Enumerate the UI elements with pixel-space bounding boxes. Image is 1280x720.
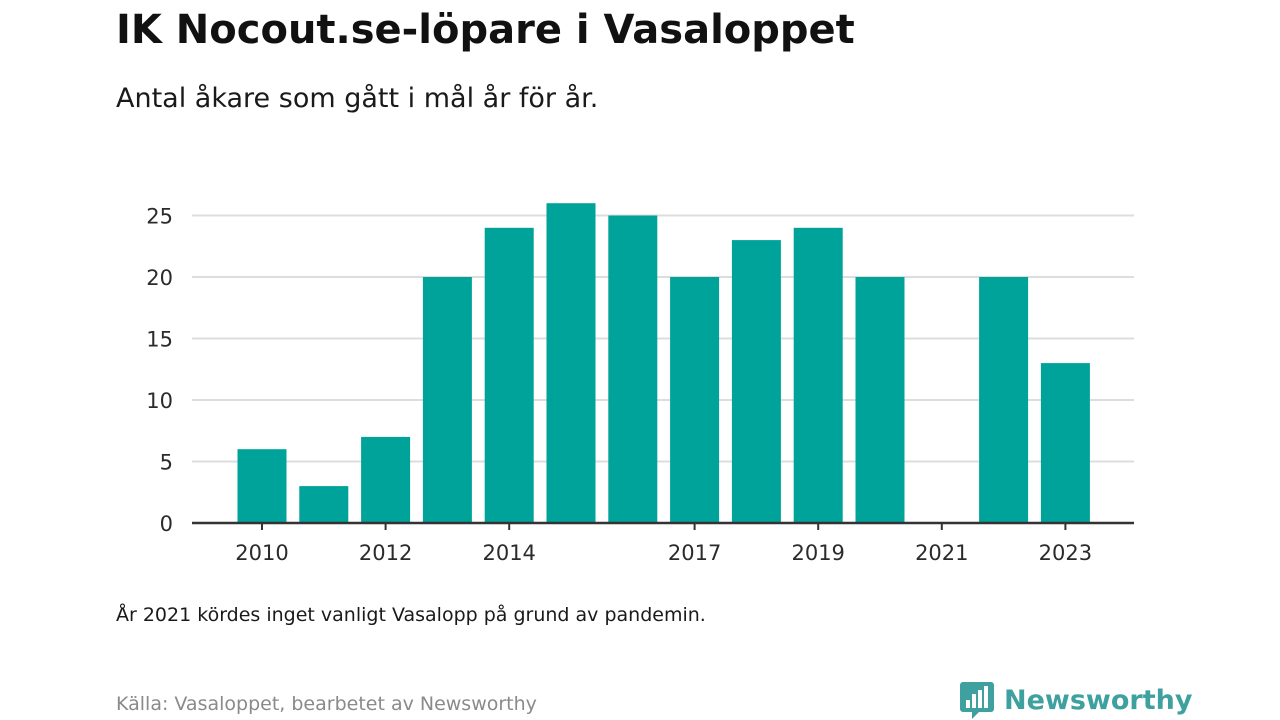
y-tick-label: 10 <box>146 389 173 413</box>
y-tick-label: 15 <box>146 328 173 352</box>
x-tick-label: 2010 <box>235 541 288 565</box>
chart-title: IK Nocout.se-löpare i Vasaloppet <box>116 7 855 53</box>
bars <box>237 203 1090 524</box>
bar-2019 <box>793 227 843 524</box>
bar-chart: 0 5 10 15 20 25 2010 2012 2014 2017 2019 2021 2023 <box>146 203 1134 565</box>
x-tick-label: 2014 <box>482 541 535 565</box>
bar-2023 <box>1040 363 1090 523</box>
x-tick-label: 2019 <box>791 541 844 565</box>
bar-2011 <box>299 486 349 523</box>
bar-2020 <box>855 277 905 523</box>
bar-2017 <box>670 277 720 523</box>
bar-2013 <box>422 277 472 523</box>
bar-chart-speech-bubble-icon <box>960 682 994 719</box>
y-tick-labels: 0 5 10 15 20 25 <box>146 205 173 537</box>
source-text: Källa: Vasaloppet, bearbetet av Newswort… <box>116 693 537 715</box>
newsworthy-logo: Newsworthy <box>960 680 1192 720</box>
brand-name: Newsworthy <box>1004 684 1193 716</box>
bar-2018 <box>731 240 781 523</box>
chart-note: År 2021 kördes inget vanligt Vasalopp på… <box>116 604 706 626</box>
x-tick-label: 2017 <box>668 541 721 565</box>
y-tick-label: 25 <box>146 205 173 229</box>
gridlines <box>192 214 1134 463</box>
y-tick-label: 20 <box>146 266 173 290</box>
x-tick-labels: 2010 2012 2014 2017 2019 2021 2023 <box>235 523 1092 565</box>
bar-2010 <box>237 449 287 523</box>
y-tick-label: 0 <box>160 512 173 536</box>
bar-2014 <box>484 227 534 524</box>
x-tick-label: 2023 <box>1039 541 1092 565</box>
x-tick-label: 2021 <box>915 541 968 565</box>
y-tick-label: 5 <box>160 451 173 475</box>
bar-2016 <box>608 215 658 523</box>
x-tick-label: 2012 <box>359 541 412 565</box>
bar-2022 <box>979 277 1029 523</box>
bar-2015 <box>546 203 596 523</box>
bar-2012 <box>361 436 411 523</box>
chart-subtitle: Antal åkare som gått i mål år för år. <box>116 83 599 114</box>
